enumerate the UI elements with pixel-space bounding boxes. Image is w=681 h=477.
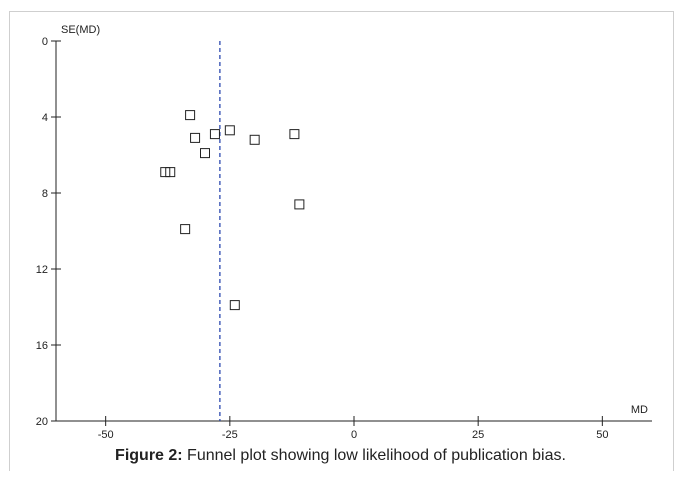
x-tick-label: 0 — [351, 429, 357, 441]
x-tick-label: 50 — [596, 429, 608, 441]
caption-text: Funnel plot showing low likelihood of pu… — [182, 447, 566, 464]
study-point — [294, 199, 305, 210]
study-point — [289, 129, 300, 140]
study-point — [185, 110, 196, 121]
study-point — [249, 134, 260, 145]
study-point — [224, 125, 235, 136]
y-tick-label: 8 — [42, 188, 48, 200]
axes: 0 4 8 12 16 20 -50 -25 0 25 50 SE(MD) MD — [36, 24, 652, 441]
study-point — [200, 148, 210, 159]
x-tick-label: -50 — [98, 429, 114, 441]
y-tick-label: 12 — [36, 264, 48, 276]
study-point — [180, 224, 191, 235]
figure-caption: Figure 2: Funnel plot showing low likeli… — [0, 447, 681, 465]
x-axis-label: MD — [631, 404, 648, 416]
y-tick-label: 20 — [36, 416, 48, 428]
study-point — [190, 132, 201, 143]
caption-label: Figure 2: — [115, 447, 183, 464]
study-point — [209, 129, 220, 140]
figure-frame — [9, 11, 674, 471]
y-tick-label: 0 — [42, 36, 48, 48]
x-tick-label: 25 — [472, 429, 484, 441]
points-group — [160, 110, 305, 311]
y-tick-label: 4 — [42, 112, 48, 124]
y-axis-label: SE(MD) — [61, 24, 100, 36]
study-point — [229, 300, 240, 311]
x-tick-label: -25 — [222, 429, 238, 441]
study-point — [165, 167, 176, 178]
y-tick-label: 16 — [36, 340, 48, 352]
